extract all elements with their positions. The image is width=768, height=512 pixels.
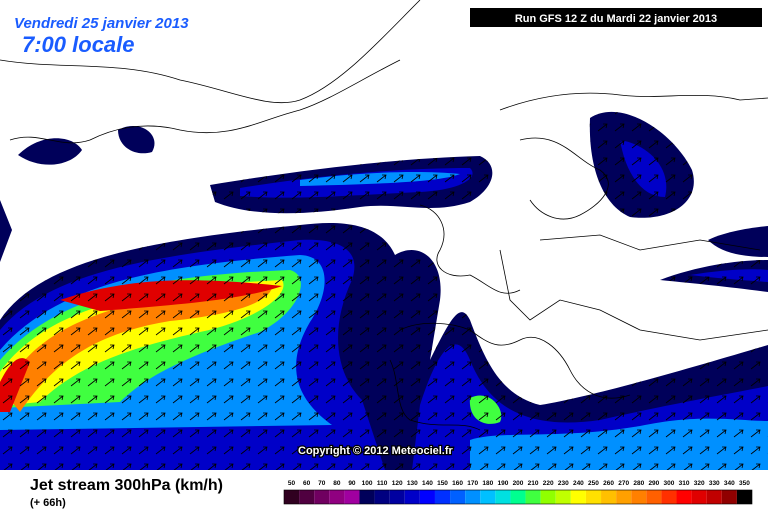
scale-swatch — [314, 490, 330, 504]
scale-swatch — [284, 490, 300, 504]
scale-label: 230 — [558, 480, 569, 487]
scale-swatch — [570, 490, 586, 504]
scale-label: 270 — [618, 480, 629, 487]
scale-label: 50 — [288, 480, 296, 487]
forecast-lead: (+ 66h) — [30, 497, 66, 509]
scale-label: 120 — [392, 480, 403, 487]
scale-swatch — [661, 490, 677, 504]
scale-swatch — [434, 490, 451, 504]
scale-label: 150 — [437, 480, 448, 487]
scale-label: 180 — [482, 480, 493, 487]
scale-label: 310 — [679, 480, 690, 487]
scale-label: 250 — [588, 480, 599, 487]
scale-swatch — [631, 490, 647, 504]
scale-label: 60 — [303, 480, 311, 487]
scale-label: 290 — [648, 480, 659, 487]
jet-field — [0, 111, 768, 470]
scale-label: 260 — [603, 480, 614, 487]
scale-swatch — [510, 490, 526, 504]
scale-swatch — [646, 490, 662, 504]
scale-frame — [283, 489, 753, 505]
scale-label: 240 — [573, 480, 584, 487]
scale-label: 100 — [362, 480, 373, 487]
scale-swatch — [344, 490, 360, 504]
scale-label: 280 — [633, 480, 644, 487]
scale-swatch — [616, 490, 632, 504]
run-box — [470, 8, 762, 27]
scale-label: 340 — [724, 480, 735, 487]
scale-swatch — [676, 490, 692, 504]
scale-label: 200 — [513, 480, 524, 487]
scale-swatch — [706, 490, 722, 504]
scale-swatch — [540, 490, 556, 504]
scale-swatch — [450, 490, 466, 504]
scale-swatch — [555, 490, 571, 504]
scale-swatch — [359, 490, 375, 504]
scale-label: 80 — [333, 480, 341, 487]
scale-swatch — [736, 490, 752, 504]
scale-label: 300 — [664, 480, 675, 487]
scale-label: 330 — [709, 480, 720, 487]
coastlines — [0, 0, 768, 431]
scale-swatch — [465, 490, 481, 504]
scale-label: 320 — [694, 480, 705, 487]
scale-label: 110 — [377, 480, 388, 487]
scale-swatch — [601, 490, 617, 504]
color-scale: 50 60 70 80 90 100 110 120 130 140 150 160 170 180 190… — [283, 480, 753, 505]
scale-swatch — [404, 490, 420, 504]
scale-swatch — [691, 490, 707, 504]
scale-swatch — [419, 490, 435, 504]
copyright: Copyright © 2012 Meteociel.fr — [298, 445, 454, 457]
scale-swatch — [329, 490, 345, 504]
scale-label: 190 — [497, 480, 508, 487]
scale-swatch — [525, 490, 541, 504]
scale-label: 210 — [528, 480, 539, 487]
scale-swatch — [299, 490, 315, 504]
scale-swatch — [480, 490, 496, 504]
scale-label: 160 — [452, 480, 463, 487]
scale-label: 220 — [543, 480, 554, 487]
scale-label: 140 — [422, 480, 433, 487]
scale-swatch — [389, 490, 405, 504]
footer-title: Jet stream 300hPa (km/h) — [30, 477, 223, 494]
scale-swatch — [585, 490, 602, 504]
scale-swatch — [721, 490, 737, 504]
scale-label: 70 — [318, 480, 326, 487]
scale-label: 170 — [467, 480, 478, 487]
forecast-date: Vendredi 25 janvier 2013 — [14, 15, 189, 32]
forecast-time: 7:00 locale — [22, 32, 135, 57]
scale-label: 350 — [739, 480, 750, 487]
scale-swatch — [495, 490, 511, 504]
scale-label: 130 — [407, 480, 418, 487]
scale-swatch — [374, 490, 390, 504]
scale-label: 90 — [348, 480, 356, 487]
run-info: Run GFS 12 Z du Mardi 22 janvier 2013 — [515, 13, 717, 25]
